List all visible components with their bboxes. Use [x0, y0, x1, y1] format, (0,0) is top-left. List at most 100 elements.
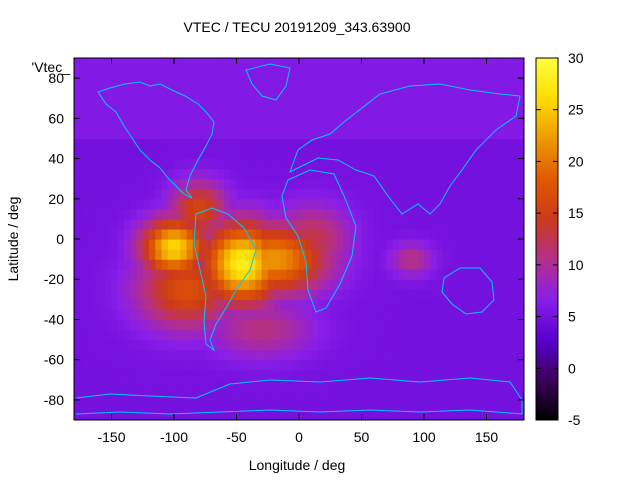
heat-cell — [267, 188, 275, 200]
heat-cell — [405, 188, 413, 200]
heat-cell — [192, 228, 200, 240]
heat-cell — [242, 389, 250, 401]
heat-cell — [336, 208, 344, 220]
heat-cell — [417, 168, 425, 180]
heat-cell — [424, 299, 431, 310]
heat-cell — [311, 389, 319, 401]
heat-cell — [211, 399, 219, 411]
heat-cell — [449, 208, 456, 220]
heat-cell — [392, 369, 400, 381]
heat-cell — [461, 98, 469, 109]
heat-cell — [136, 78, 144, 89]
heat-cell — [386, 208, 394, 220]
heat-cell — [374, 369, 381, 381]
heat-cell — [499, 208, 506, 220]
heat-cell — [86, 118, 94, 129]
heat-cell — [242, 299, 250, 310]
heat-cell — [436, 259, 444, 270]
heat-cell — [449, 369, 456, 381]
heat-cell — [461, 128, 469, 140]
heat-cell — [292, 379, 300, 391]
heat-cell — [392, 218, 400, 230]
heat-cell — [186, 68, 194, 79]
heat-cell — [136, 329, 144, 341]
heat-cell — [442, 339, 450, 351]
heat-cell — [274, 188, 281, 200]
heat-cell — [286, 389, 294, 401]
heat-cell — [261, 148, 269, 160]
heat-cell — [317, 369, 325, 381]
heat-cell — [74, 68, 81, 79]
heat-cell — [267, 88, 275, 99]
heat-cell — [92, 158, 100, 170]
heat-cell — [274, 239, 281, 250]
heat-cell — [192, 269, 200, 280]
heat-cell — [480, 168, 488, 180]
heat-cell — [417, 118, 425, 129]
heat-cell — [505, 98, 513, 109]
heat-cell — [349, 198, 356, 210]
heat-cell — [411, 78, 419, 89]
heat-cell — [92, 78, 100, 89]
heat-cell — [311, 78, 319, 89]
heat-cell — [305, 168, 313, 180]
heat-cell — [99, 409, 106, 420]
heat-cell — [317, 239, 325, 250]
heat-cell — [461, 198, 469, 210]
heat-cell — [236, 409, 244, 420]
heat-cell — [455, 339, 463, 351]
heat-cell — [411, 369, 419, 381]
heat-cell — [255, 98, 263, 109]
heat-cell — [111, 178, 119, 190]
heat-cell — [205, 58, 213, 69]
heat-cell — [455, 259, 463, 270]
heat-cell — [342, 68, 350, 79]
heat-cell — [467, 349, 475, 361]
heat-cell — [355, 329, 363, 341]
heat-cell — [405, 218, 413, 230]
heat-cell — [255, 239, 263, 250]
heat-cell — [286, 168, 294, 180]
heat-cell — [480, 409, 488, 420]
heat-cell — [492, 369, 500, 381]
y-tick-label: -80 — [44, 392, 64, 408]
heat-cell — [130, 269, 138, 280]
heat-cell — [311, 88, 319, 99]
heat-cell — [399, 249, 406, 260]
heat-cell — [274, 168, 281, 180]
heat-cell — [142, 339, 150, 351]
heat-cell — [80, 58, 88, 69]
heat-cell — [242, 88, 250, 99]
heat-cell — [130, 359, 138, 371]
heat-cell — [374, 249, 381, 260]
heat-cell — [155, 78, 163, 89]
heat-cell — [274, 218, 281, 230]
heat-cell — [267, 399, 275, 411]
coastline-australia — [441, 267, 495, 315]
heat-cell — [299, 108, 306, 119]
heat-cell — [224, 339, 231, 351]
heat-cell — [180, 208, 188, 220]
heat-cell — [461, 208, 469, 220]
heat-cell — [105, 188, 113, 200]
heat-cell — [74, 58, 81, 69]
heat-cell — [349, 259, 356, 270]
heat-cell — [149, 178, 156, 190]
y-tick-label: -20 — [44, 271, 64, 287]
heat-cell — [86, 108, 94, 119]
heat-cell — [142, 188, 150, 200]
heat-cell — [261, 389, 269, 401]
heat-cell — [342, 168, 350, 180]
heat-cell — [505, 319, 513, 331]
heat-cell — [474, 369, 481, 381]
heat-cell — [274, 269, 281, 280]
heat-cell — [155, 138, 163, 150]
heat-cell — [411, 108, 419, 119]
heat-cell — [105, 409, 113, 420]
heat-cell — [405, 269, 413, 280]
heat-cell — [236, 188, 244, 200]
heat-cell — [467, 269, 475, 280]
heat-cell — [149, 349, 156, 361]
heat-cell — [292, 108, 300, 119]
heat-cell — [424, 168, 431, 180]
